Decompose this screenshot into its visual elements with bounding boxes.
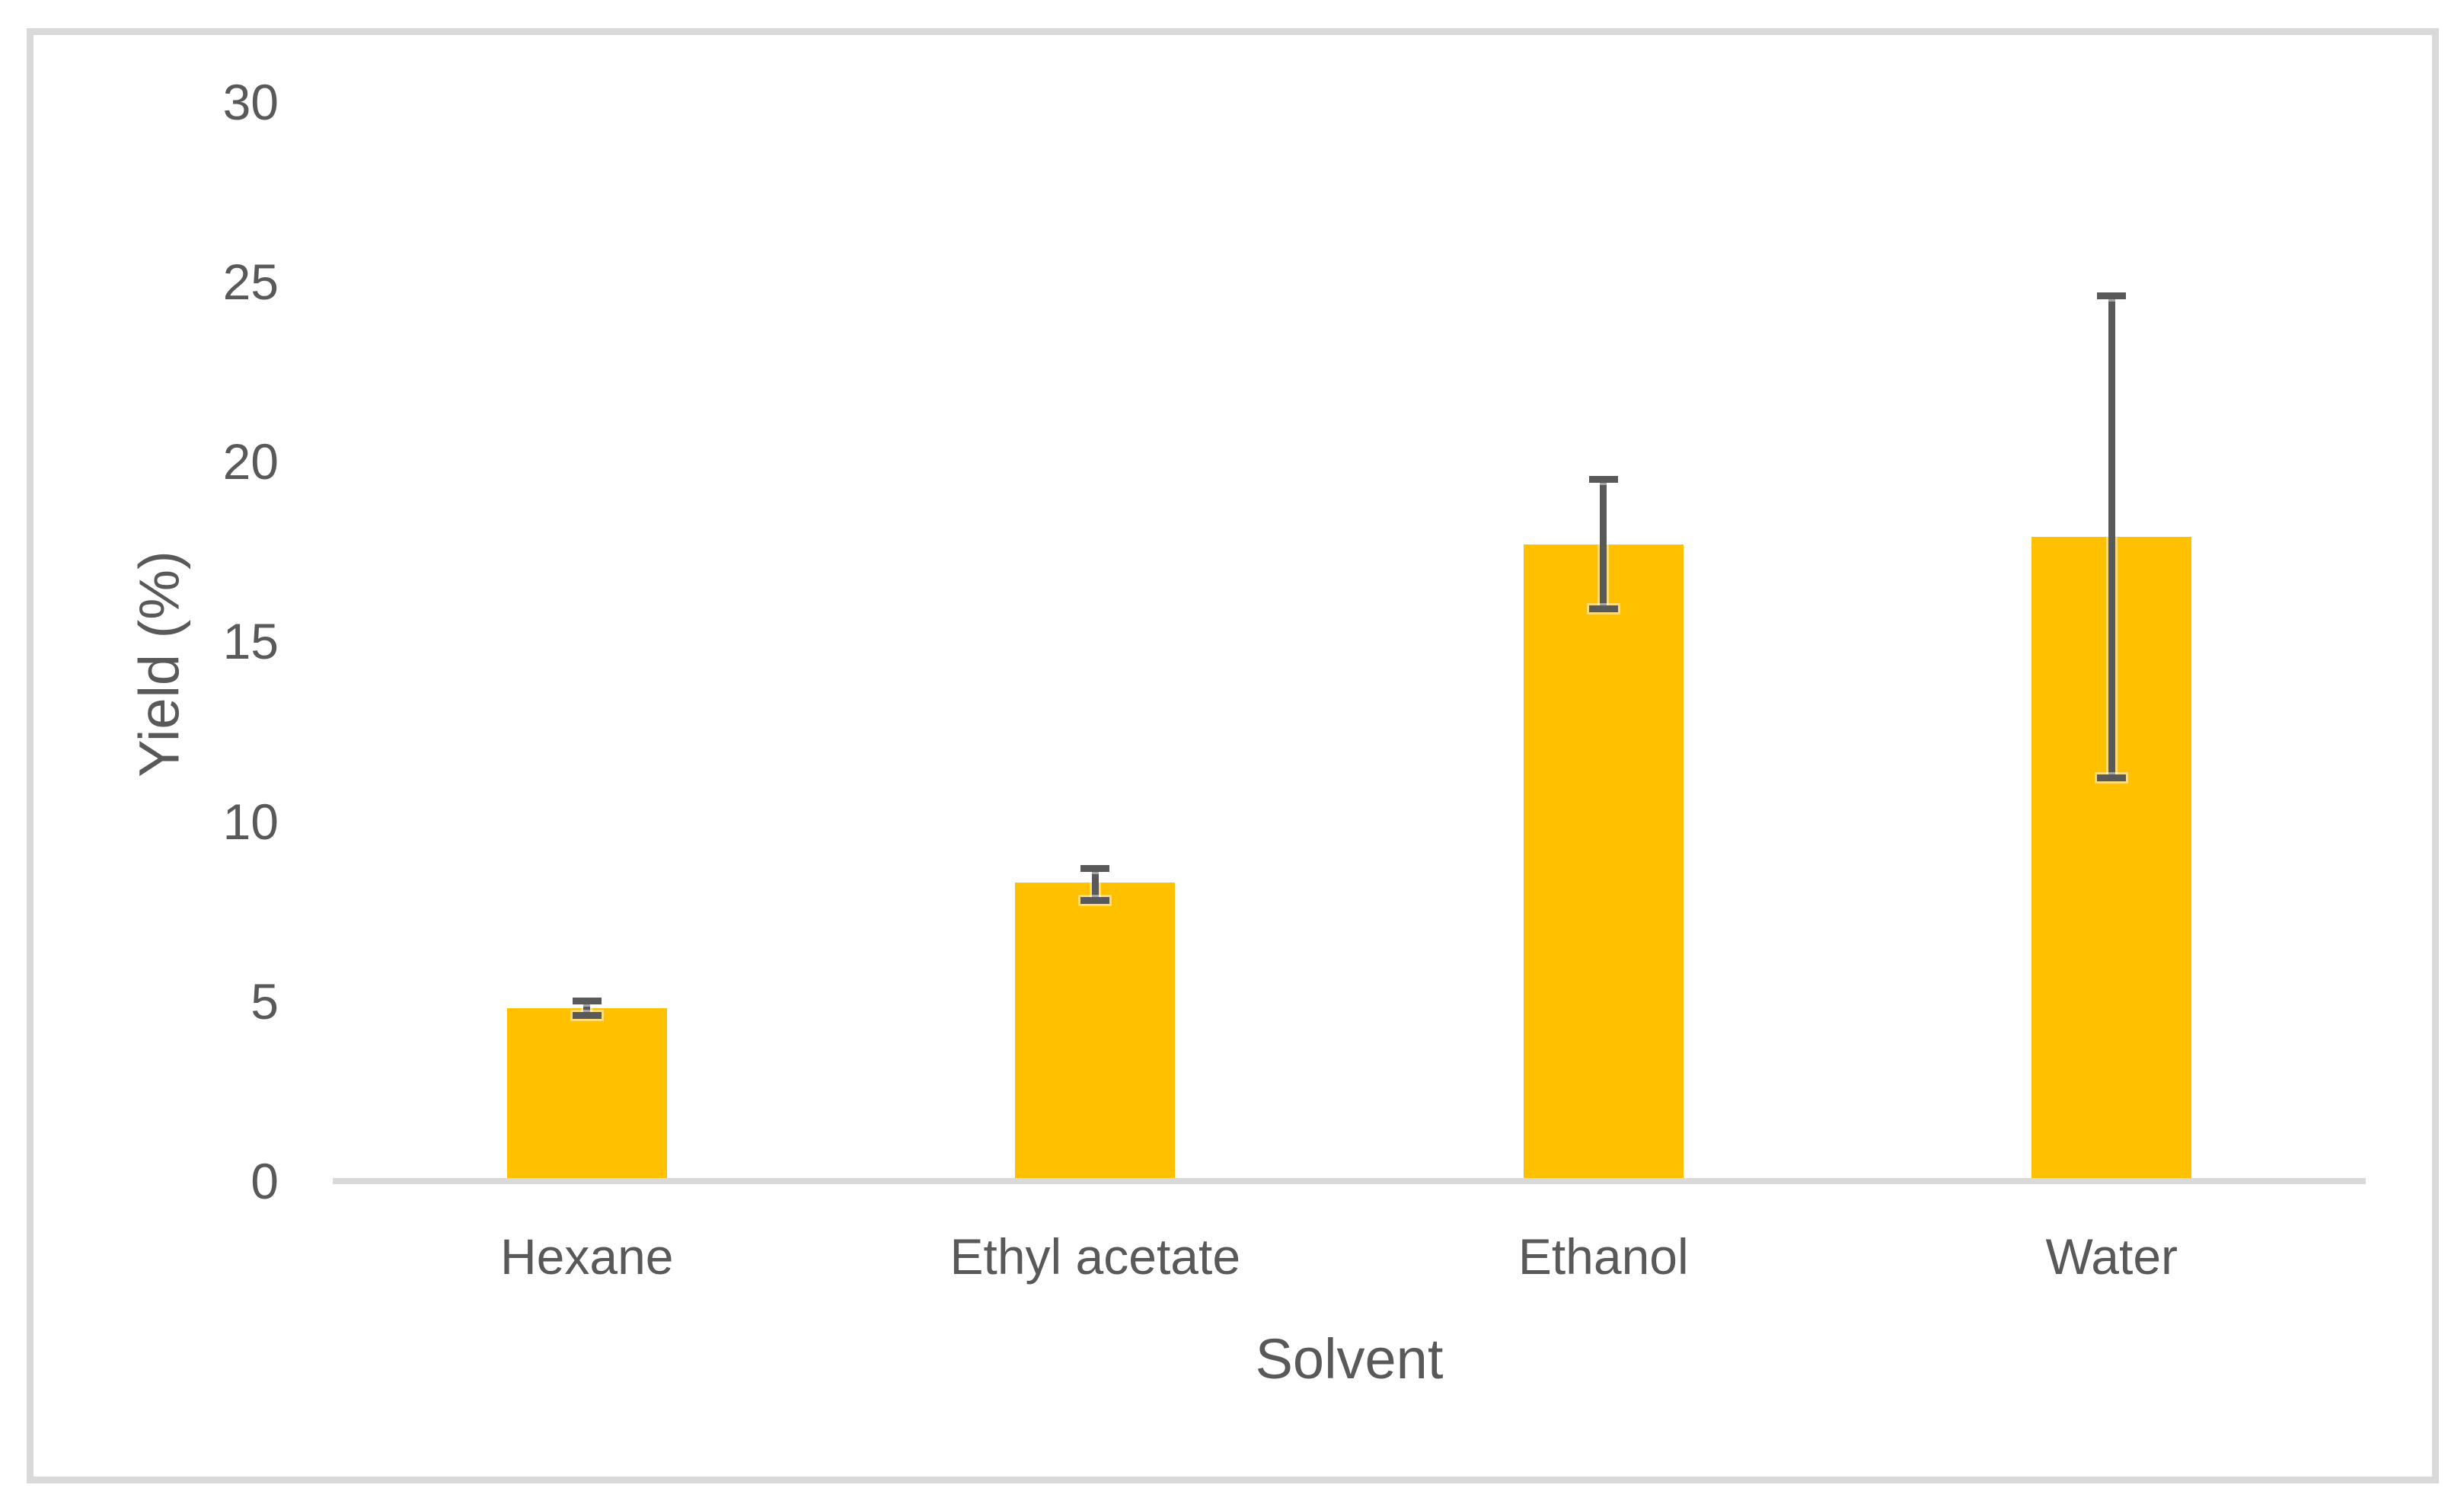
y-tick-label: 30 [222,73,279,130]
y-axis-title-text: Yield (%) [127,551,191,777]
error-bar-cap [572,1012,602,1020]
error-bar-line [2108,295,2115,778]
error-bar-line [1091,868,1099,901]
y-tick-label: 10 [222,793,279,850]
error-bar-cap [1080,864,1110,872]
error-bar-cap [1080,897,1110,905]
y-tick-label: 0 [251,1153,279,1209]
bar-hexane [506,1008,667,1181]
x-axis-title: Solvent [1255,1327,1444,1390]
error-bar-cap [2097,774,2127,782]
error-bar-line [1600,479,1607,609]
y-tick-label: 15 [222,613,279,670]
category-label-water: Water [2045,1228,2178,1285]
category-label-hexane: Hexane [500,1228,674,1285]
bar-ethyl-acetate [1015,882,1176,1181]
error-bar-cap [572,998,602,1005]
error-bar-cap [1588,605,1618,613]
category-label-ethyl-acetate: Ethyl acetate [950,1228,1241,1285]
x-axis-line [333,1178,2366,1184]
y-tick-label: 20 [222,433,279,490]
error-bar-cap [1588,476,1618,484]
y-tick-label: 5 [251,972,279,1030]
bar-ethanol [1523,544,1684,1181]
y-tick-label: 25 [222,254,279,310]
error-bar-cap [2097,292,2127,300]
category-label-ethanol: Ethanol [1518,1228,1689,1285]
error-bar-line [583,1001,591,1016]
